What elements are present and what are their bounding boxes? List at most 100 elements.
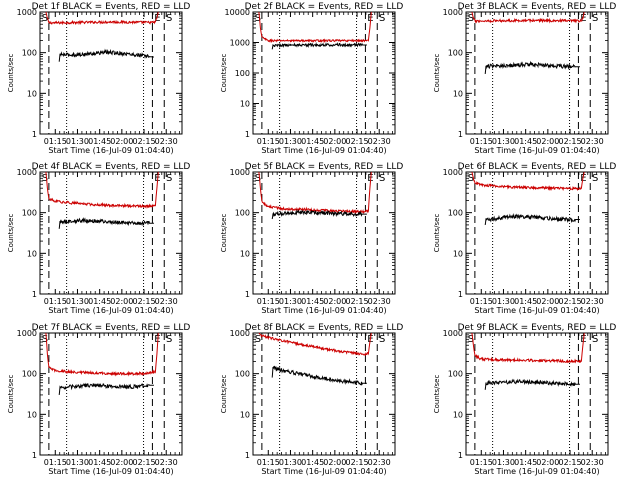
panel-det-7f: Det 7f BLACK = Events, RED = LLD 1 10 100 10… [7, 323, 190, 476]
y-tick-label: 10 [240, 100, 250, 109]
marker-s-left: S [255, 334, 261, 345]
panel-det-1f: Det 1f BLACK = Events, RED = LLD 1 10 100 10… [7, 2, 190, 155]
x-axis-label: Start Time (16-Jul-09 01:04:40) [48, 467, 173, 476]
x-axis-label: Start Time (16-Jul-09 01:04:40) [48, 306, 173, 315]
x-tick-label: 01:45 [88, 297, 111, 306]
panel-title: Det 3f BLACK = Events, RED = LLD [458, 2, 617, 12]
x-tick-label: 01:15 [470, 458, 493, 467]
x-tick-label: 01:45 [88, 458, 111, 467]
series-line-lld [258, 171, 372, 215]
y-tick-label: 100 [22, 49, 37, 58]
marker-s-left: S [42, 334, 48, 345]
x-tick-label: 02:30 [155, 458, 178, 467]
panel-title: Det 6f BLACK = Events, RED = LLD [458, 162, 617, 172]
panel-title: Det 7f BLACK = Events, RED = LLD [32, 323, 191, 333]
y-tick-label: 10 [453, 410, 463, 419]
x-tick-label: 02:00 [323, 297, 346, 306]
series-line-events [484, 60, 580, 74]
plot-frame [39, 332, 183, 456]
series-line-events [271, 41, 367, 50]
y-tick-label: 1000 [17, 168, 37, 177]
marker-s-left: S [255, 13, 261, 24]
marker-s-left: S [468, 13, 474, 24]
y-tick-label: 1000 [443, 329, 463, 338]
x-axis-label: Start Time (16-Jul-09 01:04:40) [261, 306, 386, 315]
y-tick-label: 1 [32, 130, 37, 139]
x-axis-label: Start Time (16-Jul-09 01:04:40) [474, 467, 599, 476]
marker-s-right: S [166, 173, 172, 184]
series-line-lld [45, 332, 159, 377]
y-tick-label: 100 [235, 370, 250, 379]
marker-s-right: S [379, 13, 385, 24]
marker-s-right: S [592, 334, 598, 345]
y-axis-label: Counts/sec [7, 375, 15, 414]
y-tick-label: 1 [458, 451, 463, 460]
x-tick-label: 01:30 [66, 297, 89, 306]
plot-frame [465, 11, 609, 135]
y-tick-label: 1000 [443, 8, 463, 17]
plot-frame [252, 11, 396, 135]
x-tick-label: 02:00 [110, 297, 133, 306]
x-tick-label: 02:15 [132, 458, 155, 467]
y-tick-label: 1000 [17, 8, 37, 17]
x-tick-label: 02:30 [155, 297, 178, 306]
x-tick-label: 01:30 [279, 297, 302, 306]
y-tick-label: 10 [453, 89, 463, 98]
y-tick-label: 10000 [225, 8, 250, 17]
x-tick-label: 01:30 [492, 458, 515, 467]
marker-s-left: S [42, 13, 48, 24]
marker-s-right: S [166, 13, 172, 24]
marker-s-right: S [592, 13, 598, 24]
series-line-events [484, 378, 580, 390]
marker-s-right: S [379, 173, 385, 184]
y-tick-label: 1 [458, 130, 463, 139]
y-tick-label: 100 [448, 370, 463, 379]
y-axis-label: Counts/sec [220, 214, 228, 253]
x-tick-label: 02:00 [536, 137, 559, 146]
x-tick-label: 02:15 [132, 297, 155, 306]
series-line-lld [471, 11, 585, 24]
plot-frame [465, 332, 609, 456]
x-tick-label: 02:00 [323, 458, 346, 467]
y-tick-label: 10 [27, 249, 37, 258]
panel-title: Det 4f BLACK = Events, RED = LLD [32, 162, 191, 172]
x-tick-label: 02:30 [581, 458, 604, 467]
panel-det-9f: Det 9f BLACK = Events, RED = LLD 1 10 100 10… [433, 323, 616, 476]
y-tick-label: 1 [245, 451, 250, 460]
y-tick-label: 1 [32, 451, 37, 460]
x-tick-label: 02:30 [368, 137, 391, 146]
x-tick-label: 01:15 [257, 458, 280, 467]
x-tick-label: 02:00 [323, 137, 346, 146]
y-axis-label: Counts/sec [7, 214, 15, 253]
series-line-lld [471, 171, 585, 192]
y-tick-label: 1000 [230, 39, 250, 48]
series-line-events [484, 213, 580, 225]
y-tick-label: 10 [27, 410, 37, 419]
x-tick-label: 02:30 [155, 137, 178, 146]
plot-frame [39, 171, 183, 295]
x-axis-label: Start Time (16-Jul-09 01:04:40) [261, 146, 386, 155]
y-axis-label: Counts/sec [433, 214, 441, 253]
marker-e: E [154, 334, 160, 345]
y-axis-label: Counts/sec [433, 54, 441, 93]
x-tick-label: 01:15 [470, 297, 493, 306]
x-tick-label: 01:15 [257, 297, 280, 306]
y-tick-label: 1 [458, 290, 463, 299]
series-line-lld [258, 11, 372, 44]
panel-det-6f: Det 6f BLACK = Events, RED = LLD 1 10 100 10… [433, 162, 616, 315]
marker-s-right: S [592, 173, 598, 184]
y-tick-label: 1 [245, 290, 250, 299]
marker-s-left: S [468, 173, 474, 184]
x-tick-label: 02:30 [581, 137, 604, 146]
x-tick-label: 01:30 [66, 137, 89, 146]
marker-s-left: S [468, 334, 474, 345]
x-tick-label: 01:30 [279, 458, 302, 467]
y-tick-label: 100 [22, 209, 37, 218]
x-tick-label: 01:45 [301, 458, 324, 467]
series-line-events [58, 48, 154, 62]
x-tick-label: 02:15 [558, 458, 581, 467]
y-tick-label: 10 [27, 89, 37, 98]
panel-det-8f: Det 8f BLACK = Events, RED = LLD 1 10 100 10… [220, 323, 403, 476]
x-tick-label: 01:30 [492, 297, 515, 306]
